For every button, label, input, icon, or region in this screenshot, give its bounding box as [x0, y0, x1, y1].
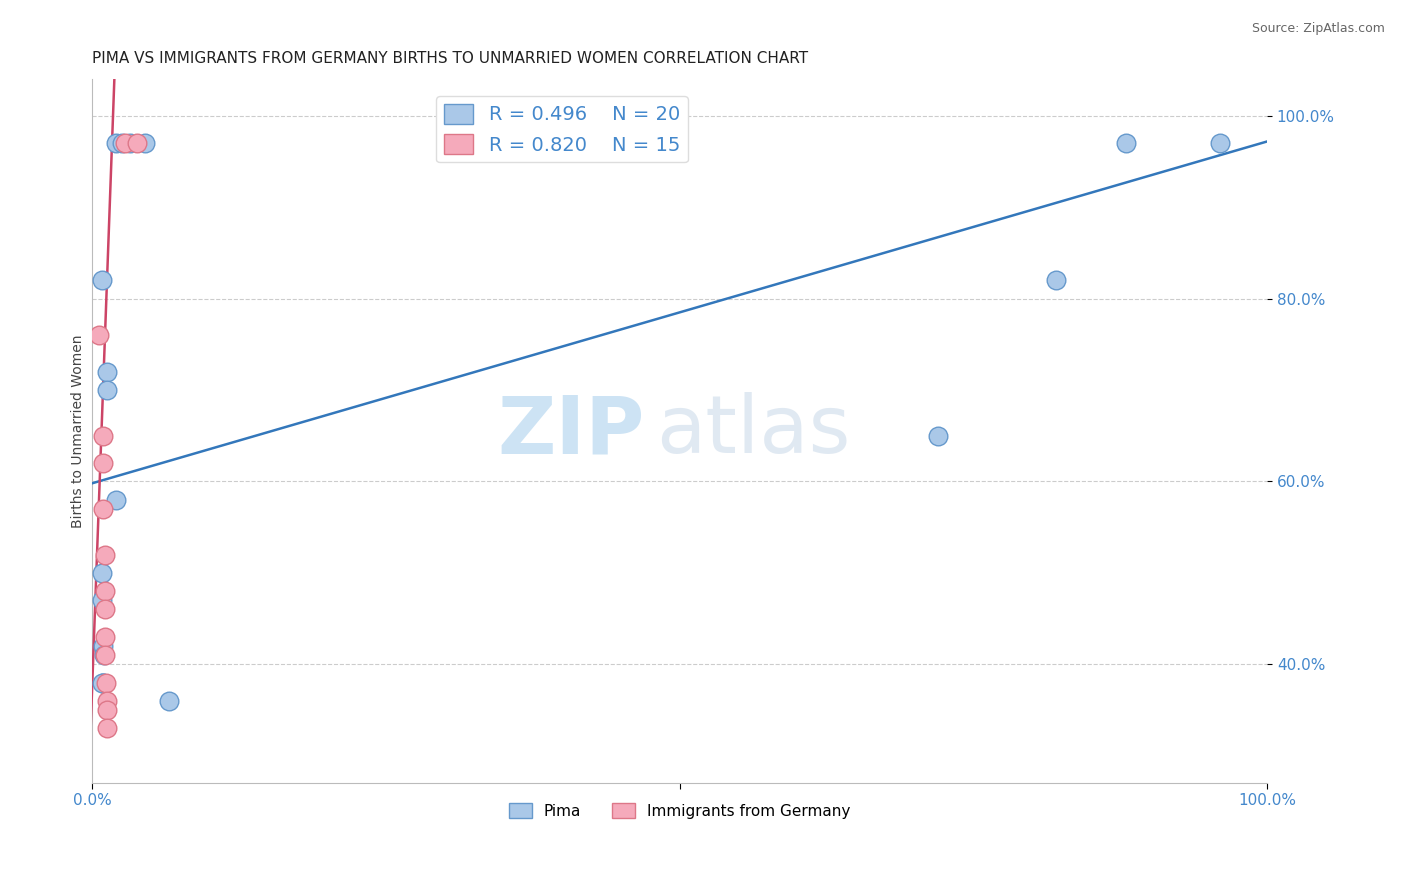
Y-axis label: Births to Unmarried Women: Births to Unmarried Women — [72, 334, 86, 528]
Point — [927, 429, 949, 443]
Point — [90, 273, 112, 287]
Point — [90, 675, 112, 690]
Point — [94, 584, 117, 599]
Point — [91, 639, 114, 653]
Point — [89, 328, 111, 343]
Text: PIMA VS IMMIGRANTS FROM GERMANY BIRTHS TO UNMARRIED WOMEN CORRELATION CHART: PIMA VS IMMIGRANTS FROM GERMANY BIRTHS T… — [93, 51, 808, 66]
Point — [94, 630, 117, 644]
Point — [94, 602, 117, 616]
Point — [94, 548, 117, 562]
Text: atlas: atlas — [657, 392, 851, 470]
Point — [1045, 273, 1067, 287]
Point — [157, 694, 180, 708]
Point — [91, 501, 114, 516]
Point — [96, 675, 118, 690]
Point — [90, 593, 112, 607]
Point — [94, 648, 117, 662]
Point — [96, 383, 118, 397]
Point — [91, 675, 114, 690]
Point — [104, 492, 127, 507]
Point — [91, 429, 114, 443]
Point — [125, 136, 148, 151]
Point — [96, 694, 118, 708]
Point — [91, 456, 114, 470]
Point — [134, 136, 156, 151]
Point — [1209, 136, 1232, 151]
Point — [90, 566, 112, 580]
Point — [96, 721, 118, 735]
Point — [96, 365, 118, 379]
Point — [91, 675, 114, 690]
Point — [118, 136, 141, 151]
Legend: Pima, Immigrants from Germany: Pima, Immigrants from Germany — [503, 797, 856, 825]
Point — [96, 703, 118, 717]
Point — [110, 136, 132, 151]
Text: ZIP: ZIP — [498, 392, 644, 470]
Point — [1115, 136, 1137, 151]
Point — [93, 648, 115, 662]
Text: Source: ZipAtlas.com: Source: ZipAtlas.com — [1251, 22, 1385, 36]
Point — [104, 136, 127, 151]
Point — [114, 136, 136, 151]
